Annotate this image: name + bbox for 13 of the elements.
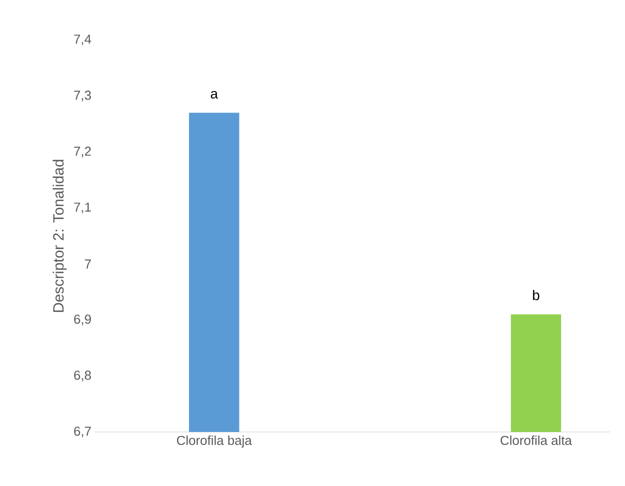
y-tick-label: 7,1 — [74, 202, 91, 214]
y-axis-title: Descriptor 2: Tonalidad — [52, 160, 67, 312]
y-tick-label: 6,9 — [74, 314, 91, 326]
y-tick-label: 7 — [84, 260, 91, 268]
annotation: b — [533, 290, 540, 300]
y-tick-label: 7,4 — [74, 34, 92, 46]
x-tick-label: Clorofila baja — [176, 436, 252, 448]
y-tick-label: 6,8 — [74, 370, 91, 382]
x-tick-label: Clorofila alta — [500, 436, 572, 446]
y-tick-label: 7,2 — [74, 146, 91, 158]
y-tick-label: 6,7 — [74, 426, 91, 438]
annotation: a — [210, 90, 218, 99]
y-tick-label: 7,3 — [74, 90, 91, 102]
